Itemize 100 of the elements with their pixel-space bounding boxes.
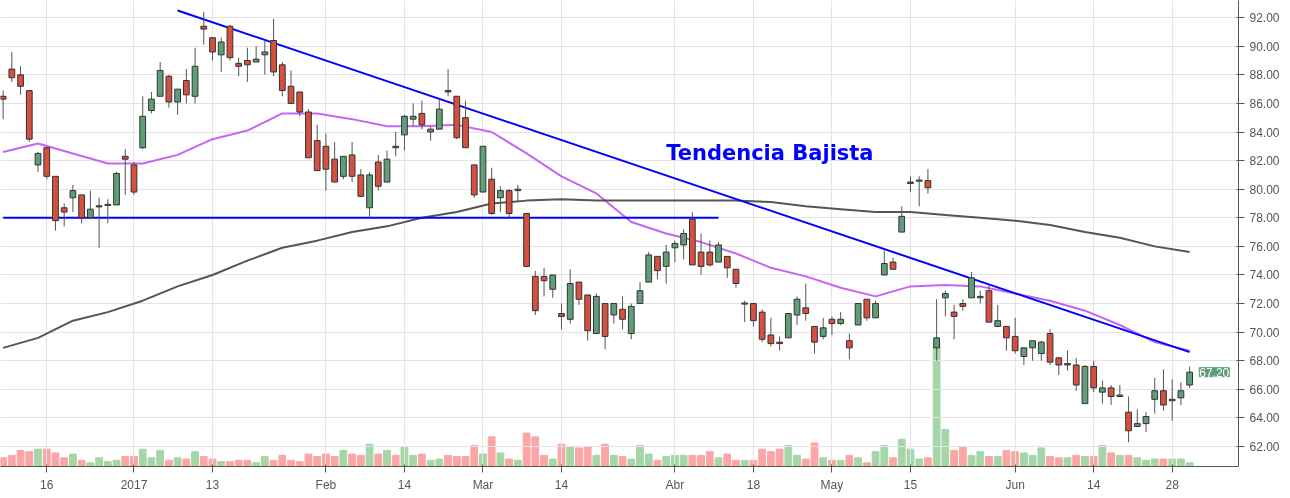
candlestick	[8, 51, 16, 83]
candlestick	[828, 315, 836, 336]
y-tick-label: 80.00	[1249, 182, 1280, 197]
candlestick	[244, 47, 251, 83]
x-tick-label: 14	[397, 477, 412, 492]
annotation: Tendencia Bajista	[666, 141, 874, 166]
x-tick-label: Mar	[472, 477, 494, 492]
y-tick-label: 78.00	[1249, 211, 1280, 226]
y-tick-label: 86.00	[1249, 96, 1280, 111]
bar	[1115, 454, 1124, 467]
bar	[339, 449, 348, 467]
candlestick	[182, 68, 190, 104]
x-tick-label: 18	[746, 477, 761, 492]
bar	[862, 462, 871, 467]
bar	[391, 454, 400, 467]
candlestick	[78, 194, 86, 224]
y-tick-label: 64.00	[1249, 411, 1280, 426]
bar	[566, 446, 575, 467]
candlestick	[401, 114, 408, 152]
bar	[505, 458, 514, 467]
bar	[1124, 454, 1133, 467]
candlestick	[174, 88, 181, 116]
candlestick	[819, 317, 827, 340]
bar	[164, 459, 173, 467]
candlestick	[1151, 377, 1159, 415]
candlestick	[811, 325, 818, 355]
bar	[1098, 444, 1107, 467]
candlestick	[1177, 381, 1185, 406]
candlestick	[0, 90, 7, 120]
bar	[182, 458, 191, 467]
bar	[173, 457, 182, 467]
bar	[1072, 454, 1081, 467]
candlestick	[732, 268, 740, 289]
bar	[69, 453, 77, 467]
bar	[1081, 456, 1089, 467]
candlestick	[261, 40, 269, 76]
candlestick	[1168, 378, 1176, 422]
bar	[993, 456, 1002, 467]
candlestick	[104, 198, 112, 224]
bar	[417, 453, 426, 467]
y-tick-label: 68.00	[1249, 354, 1280, 369]
bar	[836, 459, 845, 467]
y-tick-label: 88.00	[1249, 68, 1280, 83]
y-tick-label: 84.00	[1249, 125, 1280, 140]
bar	[1107, 452, 1116, 467]
bar	[383, 449, 391, 467]
x-tick-label: 28	[1165, 477, 1180, 492]
candlestick	[148, 91, 155, 114]
candlestick	[654, 255, 661, 280]
candlestick	[1125, 395, 1132, 443]
y-tick-label: 72.00	[1249, 297, 1280, 312]
candlestick	[1186, 365, 1194, 389]
y-tick-label: 90.00	[1249, 39, 1280, 54]
candlestick	[750, 303, 757, 327]
candlestick	[392, 131, 400, 157]
candlestick	[950, 304, 958, 340]
candlestick	[1064, 350, 1071, 372]
y-tick-label: 66.00	[1249, 382, 1280, 397]
y-tick-label: 92.00	[1249, 11, 1280, 26]
candlestick	[252, 45, 260, 63]
candlestick	[331, 141, 339, 183]
bar	[854, 457, 863, 467]
bar	[714, 457, 723, 467]
candlestick	[1029, 340, 1036, 362]
candlestick	[1099, 380, 1106, 405]
bar	[487, 436, 496, 467]
candlestick	[86, 190, 94, 220]
bar	[653, 459, 662, 467]
x-tick-label: Jun	[1005, 477, 1025, 492]
y-tick-label: 74.00	[1249, 268, 1280, 283]
y-tick-label: 82.00	[1249, 154, 1280, 169]
bar	[819, 457, 828, 467]
candlestick	[558, 303, 565, 330]
x-tick-label: Feb	[315, 477, 337, 492]
bar	[557, 443, 566, 467]
candlestick	[741, 300, 749, 323]
candlestick	[898, 205, 906, 233]
bar	[592, 454, 601, 467]
candlestick	[680, 228, 687, 260]
candlestick	[671, 240, 679, 263]
text: 67.20	[1199, 365, 1230, 380]
candlestick	[444, 68, 452, 97]
candlestick	[121, 148, 129, 196]
candlestick	[723, 255, 731, 279]
candlestick	[846, 333, 853, 360]
candlestick	[17, 65, 24, 96]
candlestick	[1160, 368, 1167, 412]
x-tick-label: 14	[1087, 477, 1101, 492]
bar	[889, 457, 897, 467]
candlestick	[715, 241, 722, 263]
candlestick	[941, 290, 949, 317]
bar	[985, 456, 993, 467]
candlestick	[339, 155, 347, 180]
x-tick-label: 15	[903, 477, 918, 492]
bar	[740, 459, 749, 467]
bar	[217, 461, 226, 467]
candlestick	[619, 295, 626, 330]
bar	[924, 457, 932, 467]
bar	[601, 443, 610, 467]
bar	[513, 459, 522, 467]
